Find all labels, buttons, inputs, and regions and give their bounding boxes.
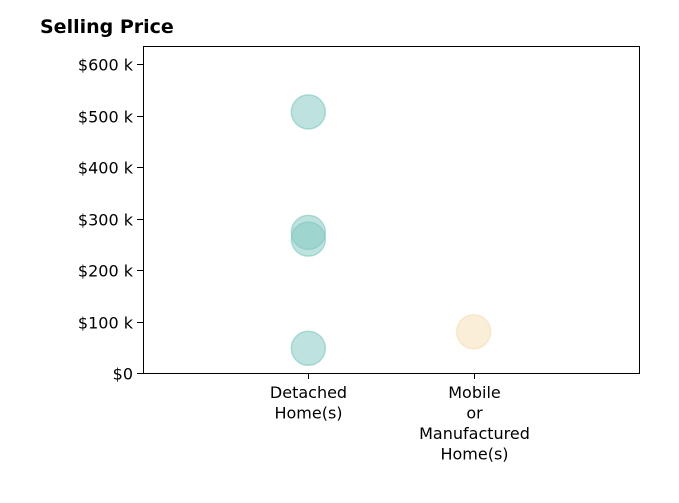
chart-title: Selling Price — [40, 16, 174, 38]
data-points — [290, 94, 492, 367]
y-tick-label: $400 k — [78, 159, 134, 178]
data-point — [290, 94, 327, 130]
y-tick-label: $500 k — [78, 108, 134, 127]
y-tick-label: $300 k — [78, 211, 134, 230]
data-point — [290, 221, 327, 257]
y-axis: $0 $100 k $200 k $300 k $400 k $500 k $600 k — [78, 56, 143, 384]
y-tick-label: $200 k — [78, 262, 134, 281]
data-point — [455, 314, 492, 350]
plot-frame — [143, 46, 640, 374]
x-axis: Detached Home(s) Mobile or Manufactured Home(… — [270, 373, 530, 464]
y-tick-label: $0 — [113, 365, 133, 384]
y-tick-label: $100 k — [78, 314, 134, 333]
data-point — [290, 330, 327, 367]
y-tick-label: $600 k — [78, 56, 134, 75]
x-tick-label: Mobile or Manufactured Home(s) — [419, 383, 530, 464]
x-tick-label: Detached Home(s) — [270, 383, 347, 423]
